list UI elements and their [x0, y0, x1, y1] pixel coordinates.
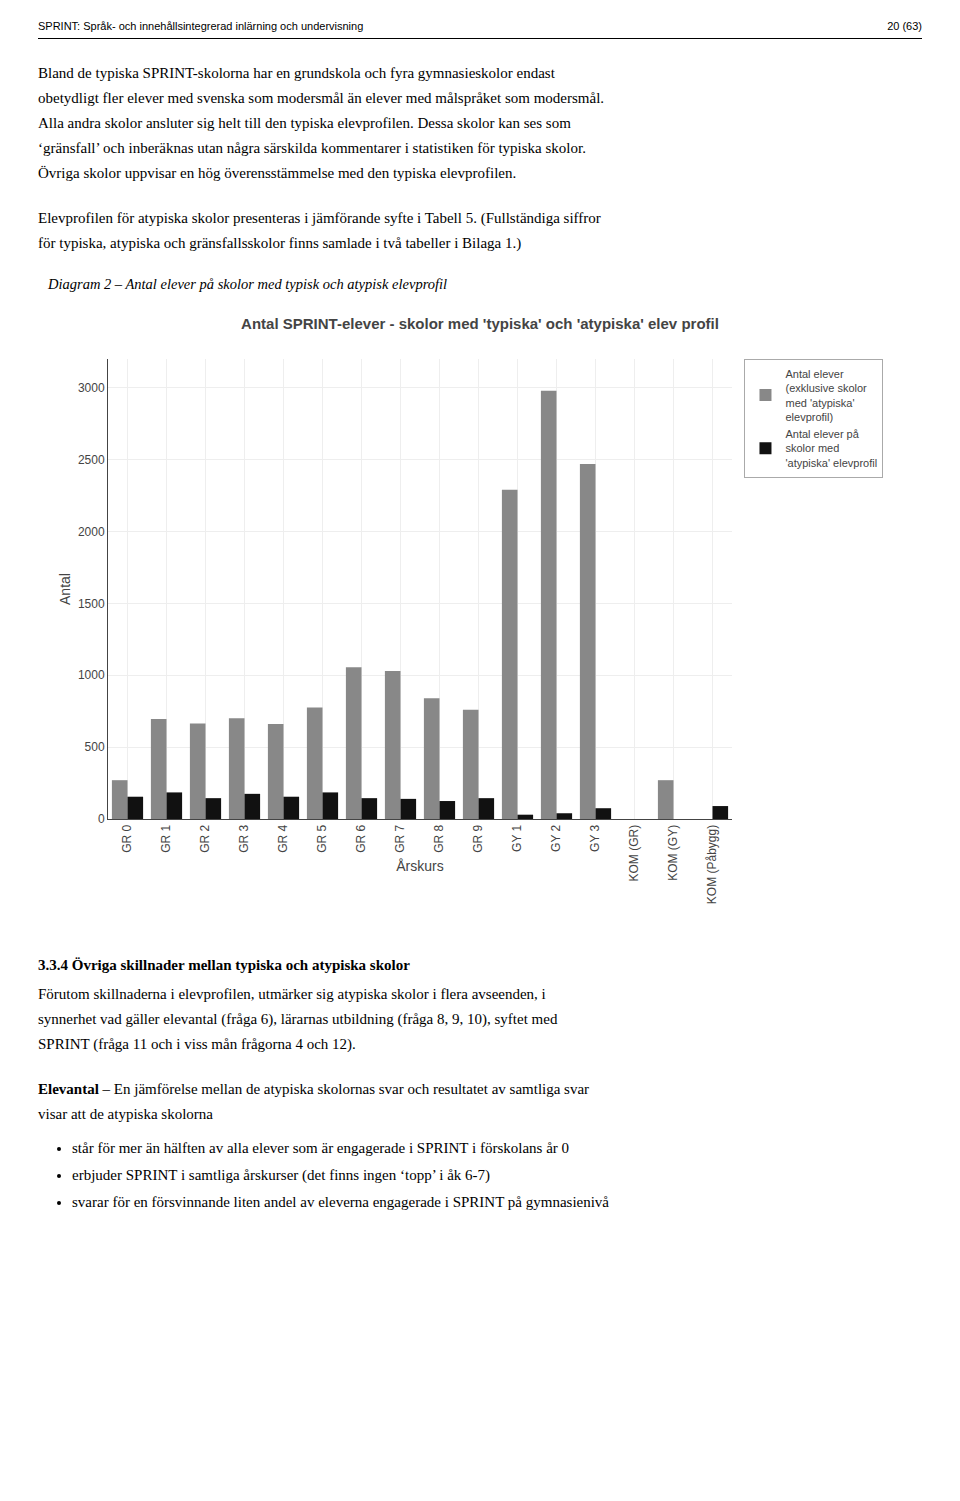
svg-text:2500: 2500 — [78, 453, 105, 467]
svg-text:GR 5: GR 5 — [315, 824, 329, 852]
svg-text:GR 1: GR 1 — [159, 824, 173, 852]
svg-text:Antal elever(exklusive skolorm: Antal elever(exklusive skolormed 'atypis… — [785, 368, 867, 423]
svg-text:0: 0 — [98, 812, 105, 826]
html-text:Elevantal – En jämförelse mell: Elevantal – En jämförelse mellan de atyp… — [38, 1081, 590, 1097]
html-text:visar att de atypiska skolorna: visar att de atypiska skolorna — [38, 1106, 213, 1122]
html-text:Elevprofilen för atypiska skol: Elevprofilen för atypiska skolor present… — [38, 210, 601, 226]
svg-text:GR 6: GR 6 — [354, 824, 368, 852]
html-text:Diagram 2 – Antal elever på sk: Diagram 2 – Antal elever på skolor med t… — [48, 276, 448, 292]
svg-text:GR 3: GR 3 — [237, 824, 251, 852]
svg-text:Antal elever påskolor med'atyp: Antal elever påskolor med'atypiska' elev… — [785, 428, 877, 469]
svg-text:2000: 2000 — [78, 525, 105, 539]
svg-text:GR 4: GR 4 — [276, 824, 290, 852]
svg-text:1500: 1500 — [78, 597, 105, 611]
html-text:3.3.4 Övriga skillnader mellan: 3.3.4 Övriga skillnader mellan typiska o… — [38, 957, 410, 973]
svg-text:Antal: Antal — [57, 573, 73, 605]
svg-text:GR 9: GR 9 — [471, 824, 485, 852]
html-text:Alla andra skolor ansluter sig: Alla andra skolor ansluter sig helt till… — [38, 115, 571, 131]
html-text:för typiska, atypiska och grän: för typiska, atypiska och gränsfallsskol… — [38, 235, 522, 251]
svg-text:GR 2: GR 2 — [198, 824, 212, 852]
svg-text:1000: 1000 — [78, 668, 105, 682]
html-text:Förutom skillnaderna i elevpro: Förutom skillnaderna i elevprofilen, utm… — [38, 986, 546, 1002]
svg-text:GR 7: GR 7 — [393, 824, 407, 852]
svg-text:Årskurs: Årskurs — [396, 858, 443, 874]
html-text:erbjuder SPRINT i samtliga års: erbjuder SPRINT i samtliga årskurser (de… — [72, 1167, 491, 1183]
html-text:Bland de typiska SPRINT-skolor: Bland de typiska SPRINT-skolorna har en … — [38, 65, 555, 81]
html-text:svarar för en försvinnande lit: svarar för en försvinnande liten andel a… — [72, 1194, 609, 1210]
svg-text:GY 1: GY 1 — [510, 824, 524, 851]
svg-text:GY 2: GY 2 — [549, 824, 563, 851]
svg-text:Antal SPRINT-elever - skolor m: Antal SPRINT-elever - skolor med 'typisk… — [241, 315, 719, 332]
svg-text:GR 0: GR 0 — [120, 824, 134, 852]
svg-text:KOM (GR): KOM (GR) — [627, 825, 641, 882]
svg-text:GY 3: GY 3 — [588, 824, 602, 851]
svg-text:KOM (GY): KOM (GY) — [666, 825, 680, 881]
html-text:20 (63): 20 (63) — [887, 20, 922, 32]
html-text:SPRINT (fråga 11 och i viss må: SPRINT (fråga 11 och i viss mån frågorna… — [38, 1036, 356, 1052]
html-text:SPRINT: Språk- och innehållsin: SPRINT: Språk- och innehållsintegrerad i… — [38, 20, 364, 32]
svg-text:GR 8: GR 8 — [432, 824, 446, 852]
html-text:‘gränsfall’ och inberäknas uta: ‘gränsfall’ och inberäknas utan några sä… — [38, 140, 586, 156]
html-text:obetydligt fler elever med sve: obetydligt fler elever med svenska som m… — [38, 90, 605, 106]
svg-text:3000: 3000 — [78, 381, 105, 395]
html-text:Övriga skolor uppvisar en hög: Övriga skolor uppvisar en hög överensstä… — [38, 165, 517, 181]
svg-text:KOM (Påbygg): KOM (Påbygg) — [705, 825, 719, 904]
html-text:synnerhet vad gäller elevantal: synnerhet vad gäller elevantal (fråga 6)… — [38, 1011, 558, 1027]
svg-text:500: 500 — [85, 740, 105, 754]
html-text:står för mer än hälften av all: står för mer än hälften av alla elever s… — [72, 1140, 569, 1156]
